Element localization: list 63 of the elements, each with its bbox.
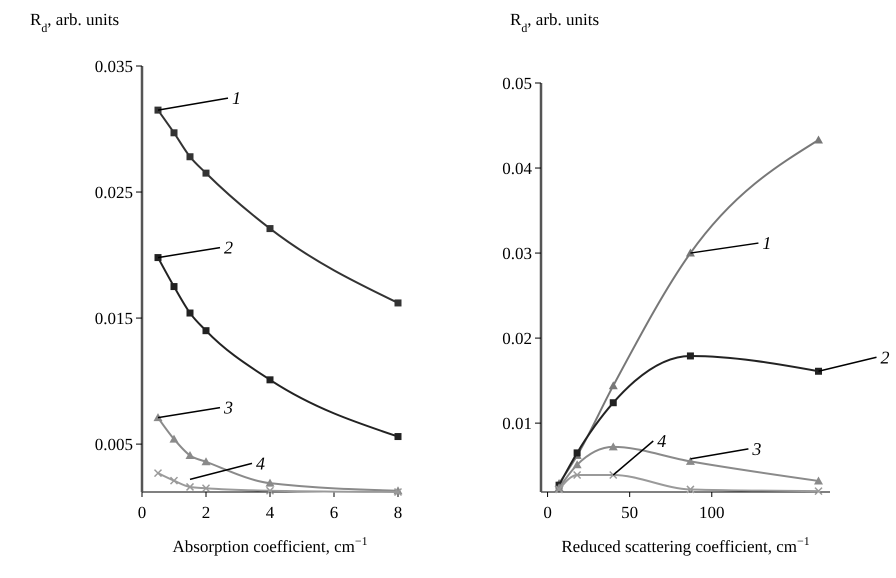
point [814, 476, 824, 484]
point [266, 225, 274, 232]
point [686, 248, 695, 257]
annotation: 3 [223, 398, 233, 418]
point [170, 476, 178, 485]
x-tick-label: 8 [394, 503, 402, 522]
point [170, 434, 178, 443]
point [686, 485, 695, 494]
point [186, 153, 194, 160]
point [170, 129, 178, 136]
x-tick-label: 0 [543, 503, 552, 522]
y-tick-label: 0.03 [502, 244, 532, 264]
x-tick-label: 0 [138, 503, 146, 522]
annotation: 2 [880, 347, 890, 368]
annotation: 3 [751, 438, 762, 459]
y-tick-label: 0.04 [502, 159, 532, 178]
y-tick-label: 0.02 [502, 329, 532, 348]
x-axis-title: Absorption coefficient, cm$^{−1}$ [172, 534, 368, 556]
point [154, 468, 162, 478]
point [814, 486, 823, 496]
point [170, 283, 178, 290]
point [394, 433, 402, 440]
x-tick-label: 6 [330, 503, 338, 522]
point [202, 484, 210, 492]
y-tick-label: 0.025 [94, 183, 133, 202]
point [202, 170, 210, 177]
point [574, 449, 581, 456]
point [266, 486, 274, 495]
point [608, 442, 618, 450]
annotation: 2 [224, 238, 233, 258]
point [609, 470, 618, 480]
annotation: 1 [232, 88, 241, 108]
point [572, 470, 582, 480]
point [202, 327, 210, 334]
y-axis-title: R$_{d}$, arb. units [510, 10, 600, 35]
point [202, 457, 210, 466]
annotation: 4 [256, 453, 265, 474]
point [608, 381, 618, 390]
annotation: 4 [657, 430, 666, 451]
point [610, 399, 617, 406]
point [686, 352, 694, 360]
point [814, 135, 824, 144]
y-tick-label: 0.05 [502, 74, 532, 93]
point [554, 485, 564, 494]
point [186, 310, 194, 317]
x-tick-label: 4 [266, 503, 275, 522]
point [266, 478, 274, 487]
annotation: 1 [762, 233, 772, 254]
point [686, 456, 695, 465]
point [186, 482, 194, 492]
y-tick-label: 0.035 [94, 57, 133, 76]
y-tick-label: 0.01 [502, 414, 532, 434]
x-tick-label: 50 [621, 503, 638, 522]
x-tick-label: 2 [202, 503, 210, 522]
point [266, 376, 274, 384]
y-tick-label: 0.005 [94, 435, 133, 454]
x-tick-label: 100 [699, 503, 725, 522]
x-axis-title: Reduced scattering coefficient, cm$^{−1}$ [561, 534, 810, 556]
point [186, 450, 194, 459]
point [572, 460, 582, 468]
y-axis-title: R$_{d}$, arb. units [30, 10, 120, 35]
y-tick-label: 0.015 [94, 309, 133, 328]
point [394, 299, 402, 306]
